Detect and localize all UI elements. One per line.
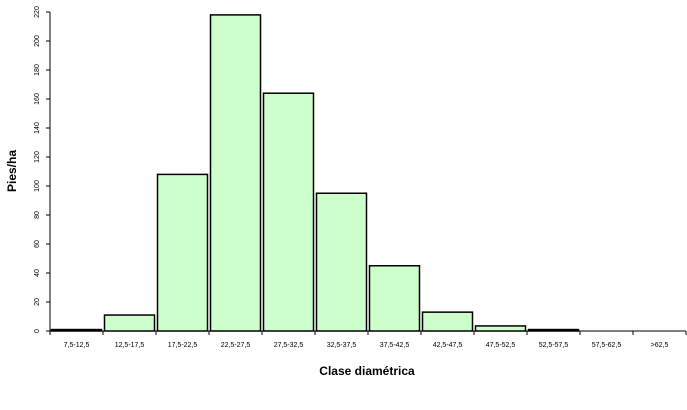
y-tick-label: 40: [34, 269, 41, 277]
x-tick-label: 37,5-42,5: [380, 342, 410, 349]
x-axis-ticks: 7,5-12,5 12,5-17,5 17,5-22,5 22,5-27,5 27,5-…: [49, 331, 687, 349]
x-tick-label: 32,5-37,5: [327, 342, 357, 349]
x-tick-label: 27,5-32,5: [274, 342, 304, 349]
x-axis-title: Clase diamétrica: [319, 364, 415, 378]
bar-47,5-52,5: [474, 325, 527, 332]
x-tick-label: 17,5-22,5: [168, 342, 198, 349]
y-tick-label: 220: [34, 6, 41, 18]
y-tick-label: 80: [34, 211, 41, 219]
y-tick-label: 200: [34, 35, 41, 47]
y-tick-label: 140: [34, 122, 41, 134]
y-axis-ticks: 0 20 40 60 80 100 120 140 160 180 200 220: [34, 6, 50, 333]
bar-22,5-27,5: [209, 14, 262, 332]
y-tick-label: 20: [34, 298, 41, 306]
x-tick-label: 42,5-47,5: [433, 342, 463, 349]
y-tick-label: 0: [34, 329, 41, 333]
y-tick-label: 100: [34, 180, 41, 192]
x-tick-label: 57,5-62,5: [592, 342, 622, 349]
y-tick-label: 180: [34, 64, 41, 76]
bar-27,5-32,5: [262, 92, 315, 332]
bar-42,5-47,5: [421, 311, 474, 332]
y-tick-label: 120: [34, 151, 41, 163]
y-tick-label: 60: [34, 240, 41, 248]
bar-37,5-42,5: [368, 265, 421, 332]
bar-32,5-37,5: [315, 192, 368, 332]
x-tick-label: 22,5-27,5: [221, 342, 251, 349]
y-axis-title: Pies/ha: [5, 150, 19, 192]
bar-12,5-17,5: [103, 314, 156, 332]
x-tick-label: 7,5-12,5: [64, 342, 90, 349]
bar-17,5-22,5: [156, 173, 209, 332]
x-tick-label: >62,5: [651, 342, 669, 349]
x-tick-label: 52,5-57,5: [539, 342, 569, 349]
x-tick-label: 12,5-17,5: [115, 342, 145, 349]
y-tick-label: 160: [34, 93, 41, 105]
bars-layer: [50, 14, 580, 332]
x-tick-label: 47,5-52,5: [486, 342, 516, 349]
